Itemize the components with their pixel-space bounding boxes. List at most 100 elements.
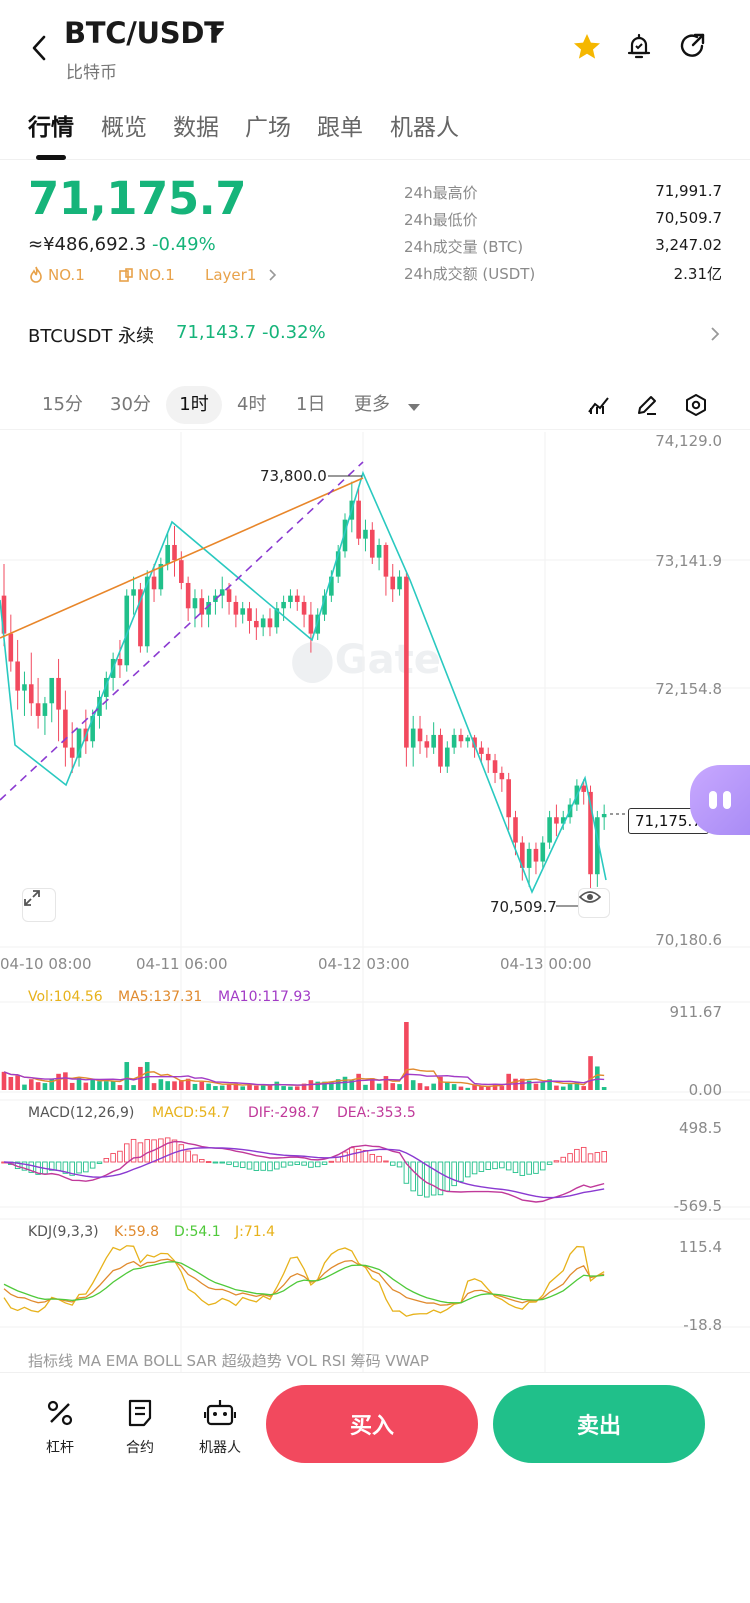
document-icon: [110, 1393, 170, 1433]
interval-1h[interactable]: 1时: [166, 386, 222, 424]
price-axis-label: 73,141.9: [655, 552, 722, 570]
leverage-button[interactable]: 杠杆: [30, 1393, 90, 1457]
settings-icon[interactable]: [681, 390, 711, 420]
macd-hist-bar: [479, 1162, 484, 1171]
candle-body: [179, 560, 184, 583]
flame-icon: [28, 266, 44, 284]
candle-body: [370, 530, 375, 558]
candle-body: [418, 729, 423, 742]
macd-hist-bar: [581, 1147, 586, 1162]
macd-hist-bar: [199, 1159, 204, 1162]
pair-title[interactable]: BTC/USDT: [64, 16, 224, 50]
low-price-label: 70,509.7: [490, 898, 557, 916]
draw-icon[interactable]: [632, 390, 662, 420]
tab-bot[interactable]: 机器人: [390, 108, 459, 142]
interval-4h[interactable]: 4时: [237, 386, 266, 424]
price-axis-label: 74,129.0: [655, 432, 722, 450]
cap-rank[interactable]: NO.1: [118, 266, 175, 284]
candle-body: [377, 545, 382, 558]
interval-bar: 15分 30分 1时 4时 1日 更多: [0, 374, 750, 430]
tab-market[interactable]: 行情: [28, 108, 74, 142]
eye-icon[interactable]: [578, 888, 610, 918]
kdj-d: D:54.1: [174, 1224, 221, 1240]
candle-body: [356, 501, 361, 539]
macd-hist-bar: [513, 1162, 518, 1173]
tab-square[interactable]: 广场: [245, 108, 291, 142]
macd-hist-bar: [506, 1162, 511, 1170]
volume-bar: [118, 1085, 123, 1090]
macd-hist-bar: [206, 1162, 211, 1163]
candle-body: [49, 678, 54, 703]
candle-body: [9, 634, 14, 662]
header: BTC/USDT 比特币: [0, 0, 750, 92]
volume-bar: [343, 1077, 348, 1090]
volume-bar: [390, 1083, 395, 1090]
candle-body: [56, 678, 61, 710]
last-price: 71,175.7: [28, 172, 246, 225]
kline-chart[interactable]: ⬤Gate 74,129.0 73,141.9 72,154.8 70,180.…: [0, 432, 750, 1372]
volume-bar: [97, 1081, 102, 1090]
interval-15m[interactable]: 15分: [42, 386, 83, 424]
macd-hist-bar: [397, 1162, 402, 1167]
tab-indicator: [36, 155, 66, 160]
contract-button[interactable]: 合约: [110, 1393, 170, 1457]
macd-hist-bar: [595, 1153, 600, 1162]
high-price-label: 73,800.0: [260, 467, 327, 485]
interval-1d[interactable]: 1日: [296, 386, 325, 424]
perpetual-row[interactable]: BTCUSDT 永续 71,143.7 -0.32%: [28, 322, 722, 354]
interval-more[interactable]: 更多: [354, 386, 390, 424]
volume-bar: [124, 1062, 129, 1090]
candle-body: [70, 748, 75, 758]
star-icon[interactable]: [570, 30, 604, 64]
hot-rank[interactable]: NO.1: [28, 266, 85, 284]
volume-bar: [63, 1072, 68, 1090]
vol-ma10-label: MA10:117.93: [218, 989, 311, 1005]
candle-body: [506, 779, 511, 817]
tab-data[interactable]: 数据: [173, 108, 219, 142]
kdj-j-line: [4, 1246, 604, 1316]
tab-overview[interactable]: 概览: [101, 108, 147, 142]
volume-bar: [159, 1079, 164, 1090]
volume-bar: [172, 1081, 177, 1090]
macd-hist-bar: [227, 1162, 232, 1164]
macd-hist-bar: [363, 1150, 368, 1162]
stat-label: 24h最高价: [404, 182, 478, 209]
buy-button[interactable]: 买入: [266, 1385, 478, 1463]
volume-bar: [363, 1085, 368, 1090]
candle-body: [227, 589, 232, 602]
candle-body: [281, 602, 286, 608]
indicator-strip[interactable]: 指标线 MA EMA BOLL SAR 超级趋势 VOL RSI 筹码 VWAP: [28, 1350, 728, 1370]
kdj-axis-bottom: -18.8: [683, 1316, 722, 1334]
assistant-bubble[interactable]: [690, 765, 750, 835]
share-icon[interactable]: [676, 30, 710, 64]
volume-bar: [22, 1085, 27, 1090]
pair-dropdown-icon[interactable]: [210, 28, 224, 36]
macd-hist-bar: [97, 1162, 102, 1163]
back-icon[interactable]: [26, 32, 52, 64]
bell-icon[interactable]: [622, 30, 656, 64]
candle-body: [363, 530, 368, 539]
macd-hist-bar: [500, 1162, 505, 1168]
macd-hist-bar: [145, 1140, 150, 1162]
indicator-icon[interactable]: [584, 390, 614, 420]
macd-dif-line: [4, 1142, 604, 1202]
cny-price: ≈¥486,692.3: [28, 234, 146, 255]
macd-hist-bar: [377, 1156, 382, 1162]
macd-hist-bar: [356, 1149, 361, 1162]
tab-copy-trade[interactable]: 跟单: [317, 108, 363, 142]
candle-body: [247, 608, 252, 621]
macd-hist-bar: [602, 1151, 607, 1162]
candle-body: [431, 735, 436, 748]
macd-dea: DEA:-353.5: [337, 1105, 416, 1121]
expand-icon[interactable]: [22, 888, 56, 922]
vol-ma5-label: MA5:137.31: [118, 989, 202, 1005]
macd-hist-bar: [493, 1162, 498, 1169]
interval-30m[interactable]: 30分: [110, 386, 151, 424]
volume-bar: [193, 1084, 198, 1090]
bot-button[interactable]: 机器人: [190, 1393, 250, 1457]
stat-row: 24h最高价 71,991.7: [404, 182, 722, 209]
sell-button[interactable]: 卖出: [493, 1385, 705, 1463]
volume-bar: [281, 1086, 286, 1090]
macd-hist-bar: [452, 1162, 457, 1186]
layer-tag[interactable]: Layer1: [205, 266, 280, 284]
